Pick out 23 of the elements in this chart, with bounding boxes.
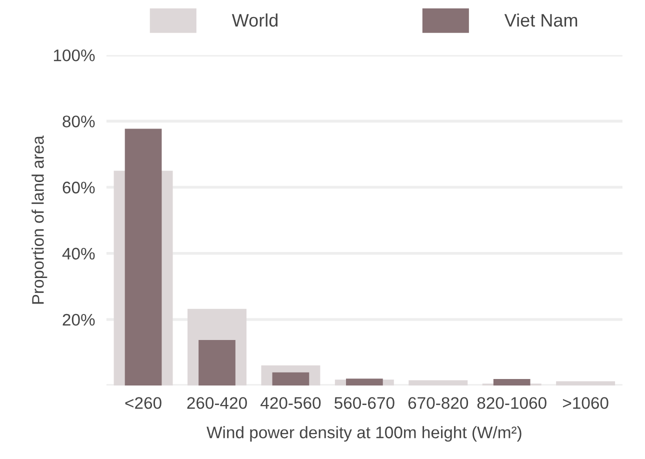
x-tick-label: <260 [125, 397, 162, 409]
x-axis-title: Wind power density at 100m height (W/m²) [206, 426, 522, 442]
y-tick-label: 40% [62, 248, 95, 260]
bar [493, 378, 530, 386]
bar [346, 378, 383, 386]
x-tick-label: 670-820 [408, 397, 468, 409]
bar [408, 380, 468, 386]
y-tick-label: 60% [62, 182, 95, 194]
bar [198, 340, 236, 386]
x-tick-label: 560-670 [334, 397, 394, 409]
x-tick-label: 420-560 [260, 397, 321, 409]
y-tick-label: 80% [62, 116, 95, 128]
y-tick-label: 20% [62, 314, 95, 326]
bar [556, 381, 616, 386]
bar [272, 372, 310, 386]
legend-label: World [232, 13, 278, 27]
bar [124, 128, 162, 386]
y-tick-label: 100% [54, 49, 95, 62]
x-tick-label: 820-1060 [477, 397, 546, 409]
x-tick-label: >1060 [562, 397, 608, 409]
y-axis-title: Proportion of land area [32, 136, 48, 304]
legend-label: Viet Nam [504, 13, 578, 27]
x-tick-label: 260-420 [187, 397, 247, 409]
